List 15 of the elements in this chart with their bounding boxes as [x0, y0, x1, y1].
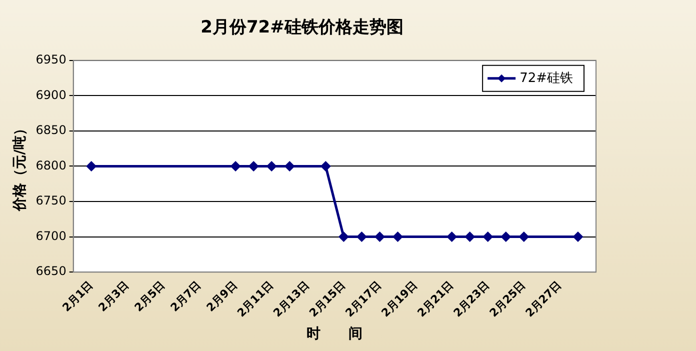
y-tick-label: 6950 — [36, 52, 66, 67]
y-tick-label: 6850 — [36, 123, 66, 138]
x-tick-label: 2月3日 — [96, 278, 132, 314]
x-tick-label: 2月1日 — [60, 278, 96, 314]
x-tick-label: 2月5日 — [132, 278, 168, 314]
chart-title: 2月份72#硅铁价格走势图 — [200, 18, 404, 38]
y-axis-title: 价格（元/吨） — [12, 122, 28, 212]
x-axis-title: 时 间 — [306, 326, 363, 342]
y-tick-label: 6650 — [36, 264, 66, 278]
y-tick-label: 6800 — [36, 158, 66, 172]
y-tick-label: 6700 — [36, 228, 66, 243]
y-tick-label: 6750 — [36, 194, 66, 208]
legend-label: 72#硅铁 — [520, 70, 574, 86]
x-tick-label: 2月7日 — [168, 278, 204, 314]
y-tick-label: 6900 — [36, 88, 66, 102]
